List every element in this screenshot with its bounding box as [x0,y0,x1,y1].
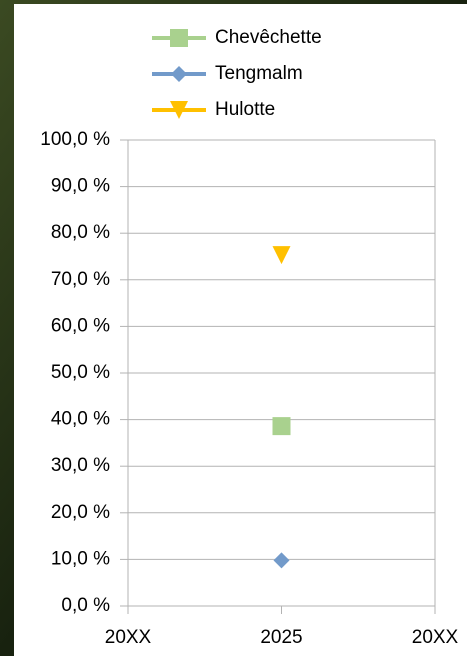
legend-label: Hulotte [215,99,275,120]
y-tick-label: 90,0 % [51,176,110,197]
y-tick-label: 0,0 % [61,595,110,616]
legend-label: Tengmalm [215,63,303,84]
x-tick-label: 20XX [105,627,152,648]
x-tick-label: 20XX [412,627,459,648]
y-tick-label: 40,0 % [51,409,110,430]
x-tick-label: 2025 [260,627,302,648]
legend-swatch-marker [170,29,188,47]
y-tick-label: 60,0 % [51,315,110,336]
y-tick-label: 50,0 % [51,362,110,383]
y-tick-label: 70,0 % [51,269,110,290]
y-tick-label: 10,0 % [51,548,110,569]
page: 0,0 % 10,0 % 20,0 % 30,0 % 40,0 % 50,0 % 60,0 … [0,0,467,656]
y-tick-label: 80,0 % [51,222,110,243]
chart: 0,0 % 10,0 % 20,0 % 30,0 % 40,0 % 50,0 % 60,0 … [0,0,467,656]
y-tick-label: 100,0 % [40,129,110,150]
data-point [273,417,291,435]
legend-label: Chevêchette [215,27,322,48]
y-tick-label: 30,0 % [51,455,110,476]
y-tick-label: 20,0 % [51,502,110,523]
